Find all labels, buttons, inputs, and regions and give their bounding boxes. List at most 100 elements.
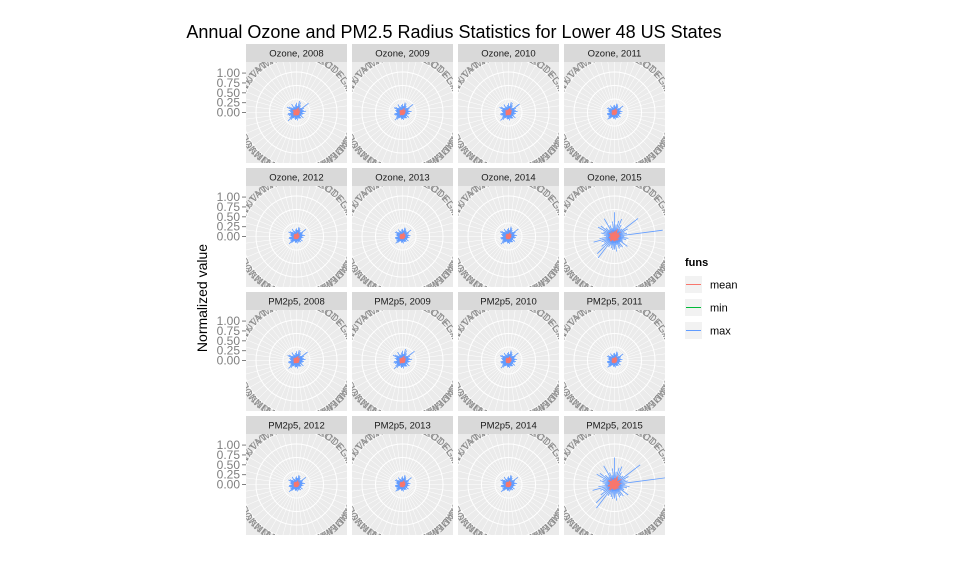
series-line-mean <box>293 355 301 364</box>
grid-spoke <box>581 317 615 361</box>
grid-spoke <box>296 112 340 146</box>
panel-plot-area: ALARAZCACOCTDEFLGAIAIDILINKSKYLAMAMDMEMI… <box>452 62 568 163</box>
grid-spoke <box>369 484 403 528</box>
grid-spoke <box>402 193 436 237</box>
state-label: NE <box>591 532 608 546</box>
grid-spoke <box>388 186 403 237</box>
state-label: ID <box>662 216 675 229</box>
state-label: CO <box>421 303 440 320</box>
grid-spoke <box>402 236 410 287</box>
grid-spoke <box>359 484 403 518</box>
grid-spoke <box>564 339 615 361</box>
grid-spoke <box>508 360 552 394</box>
state-label: WI <box>373 425 388 440</box>
state-label: MA <box>337 503 354 522</box>
state-label: WA <box>471 427 490 445</box>
state-label: CO <box>633 427 652 444</box>
state-label: MN <box>633 401 652 418</box>
grid-spoke <box>461 236 509 264</box>
grid-spoke <box>402 112 453 127</box>
grid-spoke <box>508 112 556 140</box>
grid-spoke <box>246 229 297 237</box>
grid-spoke <box>296 112 347 120</box>
state-label: GA <box>337 447 354 465</box>
grid-spoke <box>359 451 403 485</box>
grid-spoke <box>263 441 297 485</box>
grid-spoke <box>508 98 559 113</box>
state-label: KY <box>450 119 464 135</box>
state-label: NJ <box>260 402 276 418</box>
grid-spoke <box>402 229 453 237</box>
state-label: MT <box>508 534 524 547</box>
state-label: OH <box>557 503 574 521</box>
grid-spoke <box>289 62 297 113</box>
state-label: AZ <box>622 51 637 65</box>
grid-spoke <box>402 484 446 518</box>
state-label: MO <box>414 529 433 545</box>
y-tick-label: 0.00 <box>217 478 241 492</box>
grid-spoke <box>359 360 403 394</box>
grid-spoke <box>296 112 335 151</box>
grid-spoke <box>564 360 615 382</box>
state-label: IA <box>554 84 568 97</box>
state-label: TX <box>346 200 362 217</box>
state-label: GA <box>549 447 566 465</box>
grid-spoke <box>402 484 453 492</box>
state-label: NH <box>584 405 602 421</box>
state-label: GA <box>443 323 460 341</box>
grid-spoke <box>263 236 297 280</box>
grid-spoke <box>564 98 615 113</box>
grid-spoke <box>614 74 653 113</box>
grid-spoke <box>296 339 347 361</box>
grid-spoke <box>296 346 347 361</box>
grid-spoke <box>508 222 559 237</box>
grid-spoke <box>246 353 297 361</box>
state-label: CA <box>310 425 327 441</box>
series-line-mean <box>607 475 622 491</box>
state-label: MN <box>527 277 546 294</box>
state-label: KS <box>664 485 677 500</box>
facet-strip-label: Ozone, 2009 <box>375 49 429 60</box>
grid-spoke <box>458 360 509 375</box>
facet-panel: PM2p5, 2009ALARAZCACOCTDEFLGAIAIDILINKSK… <box>345 292 460 418</box>
state-label: CO <box>421 179 440 196</box>
grid-spoke <box>508 236 516 287</box>
state-label: MN <box>421 401 440 418</box>
state-label: TX <box>452 76 468 93</box>
grid-spoke <box>581 112 615 156</box>
grid-spoke <box>375 360 403 408</box>
state-label: OK <box>342 249 358 267</box>
state-label: ID <box>556 216 569 229</box>
state-label: OH <box>451 503 468 521</box>
state-label: OH <box>345 379 362 397</box>
grid-spoke <box>402 236 441 275</box>
grid-spoke <box>501 236 509 287</box>
grid-spoke <box>614 360 665 382</box>
state-label: ID <box>556 340 569 353</box>
state-label: LA <box>341 498 356 514</box>
grid-spoke <box>501 310 509 361</box>
state-label: AZ <box>410 175 425 189</box>
series-line-mean <box>293 232 300 240</box>
grid-spoke <box>296 65 324 113</box>
grid-spoke <box>289 434 297 485</box>
y-tick-label: 0.50 <box>217 334 241 348</box>
y-tick-label: 1.00 <box>217 438 241 452</box>
state-label: TN <box>449 207 464 224</box>
grid-spoke <box>508 236 530 287</box>
state-label: WA <box>365 303 384 321</box>
grid-spoke <box>564 112 615 120</box>
state-label: WA <box>259 303 278 321</box>
state-label: IA <box>448 84 462 97</box>
grid-spoke <box>402 98 453 113</box>
state-label: MO <box>308 529 327 545</box>
state-label: NH <box>372 529 390 545</box>
state-label: MA <box>655 131 672 150</box>
state-label: WA <box>577 55 596 73</box>
grid-spoke <box>296 236 324 284</box>
grid-spoke <box>352 470 403 485</box>
y-tick-label: 0.50 <box>217 86 241 100</box>
grid-spoke <box>402 360 430 408</box>
state-label: NJ <box>472 402 488 418</box>
grid-spoke <box>465 236 509 270</box>
